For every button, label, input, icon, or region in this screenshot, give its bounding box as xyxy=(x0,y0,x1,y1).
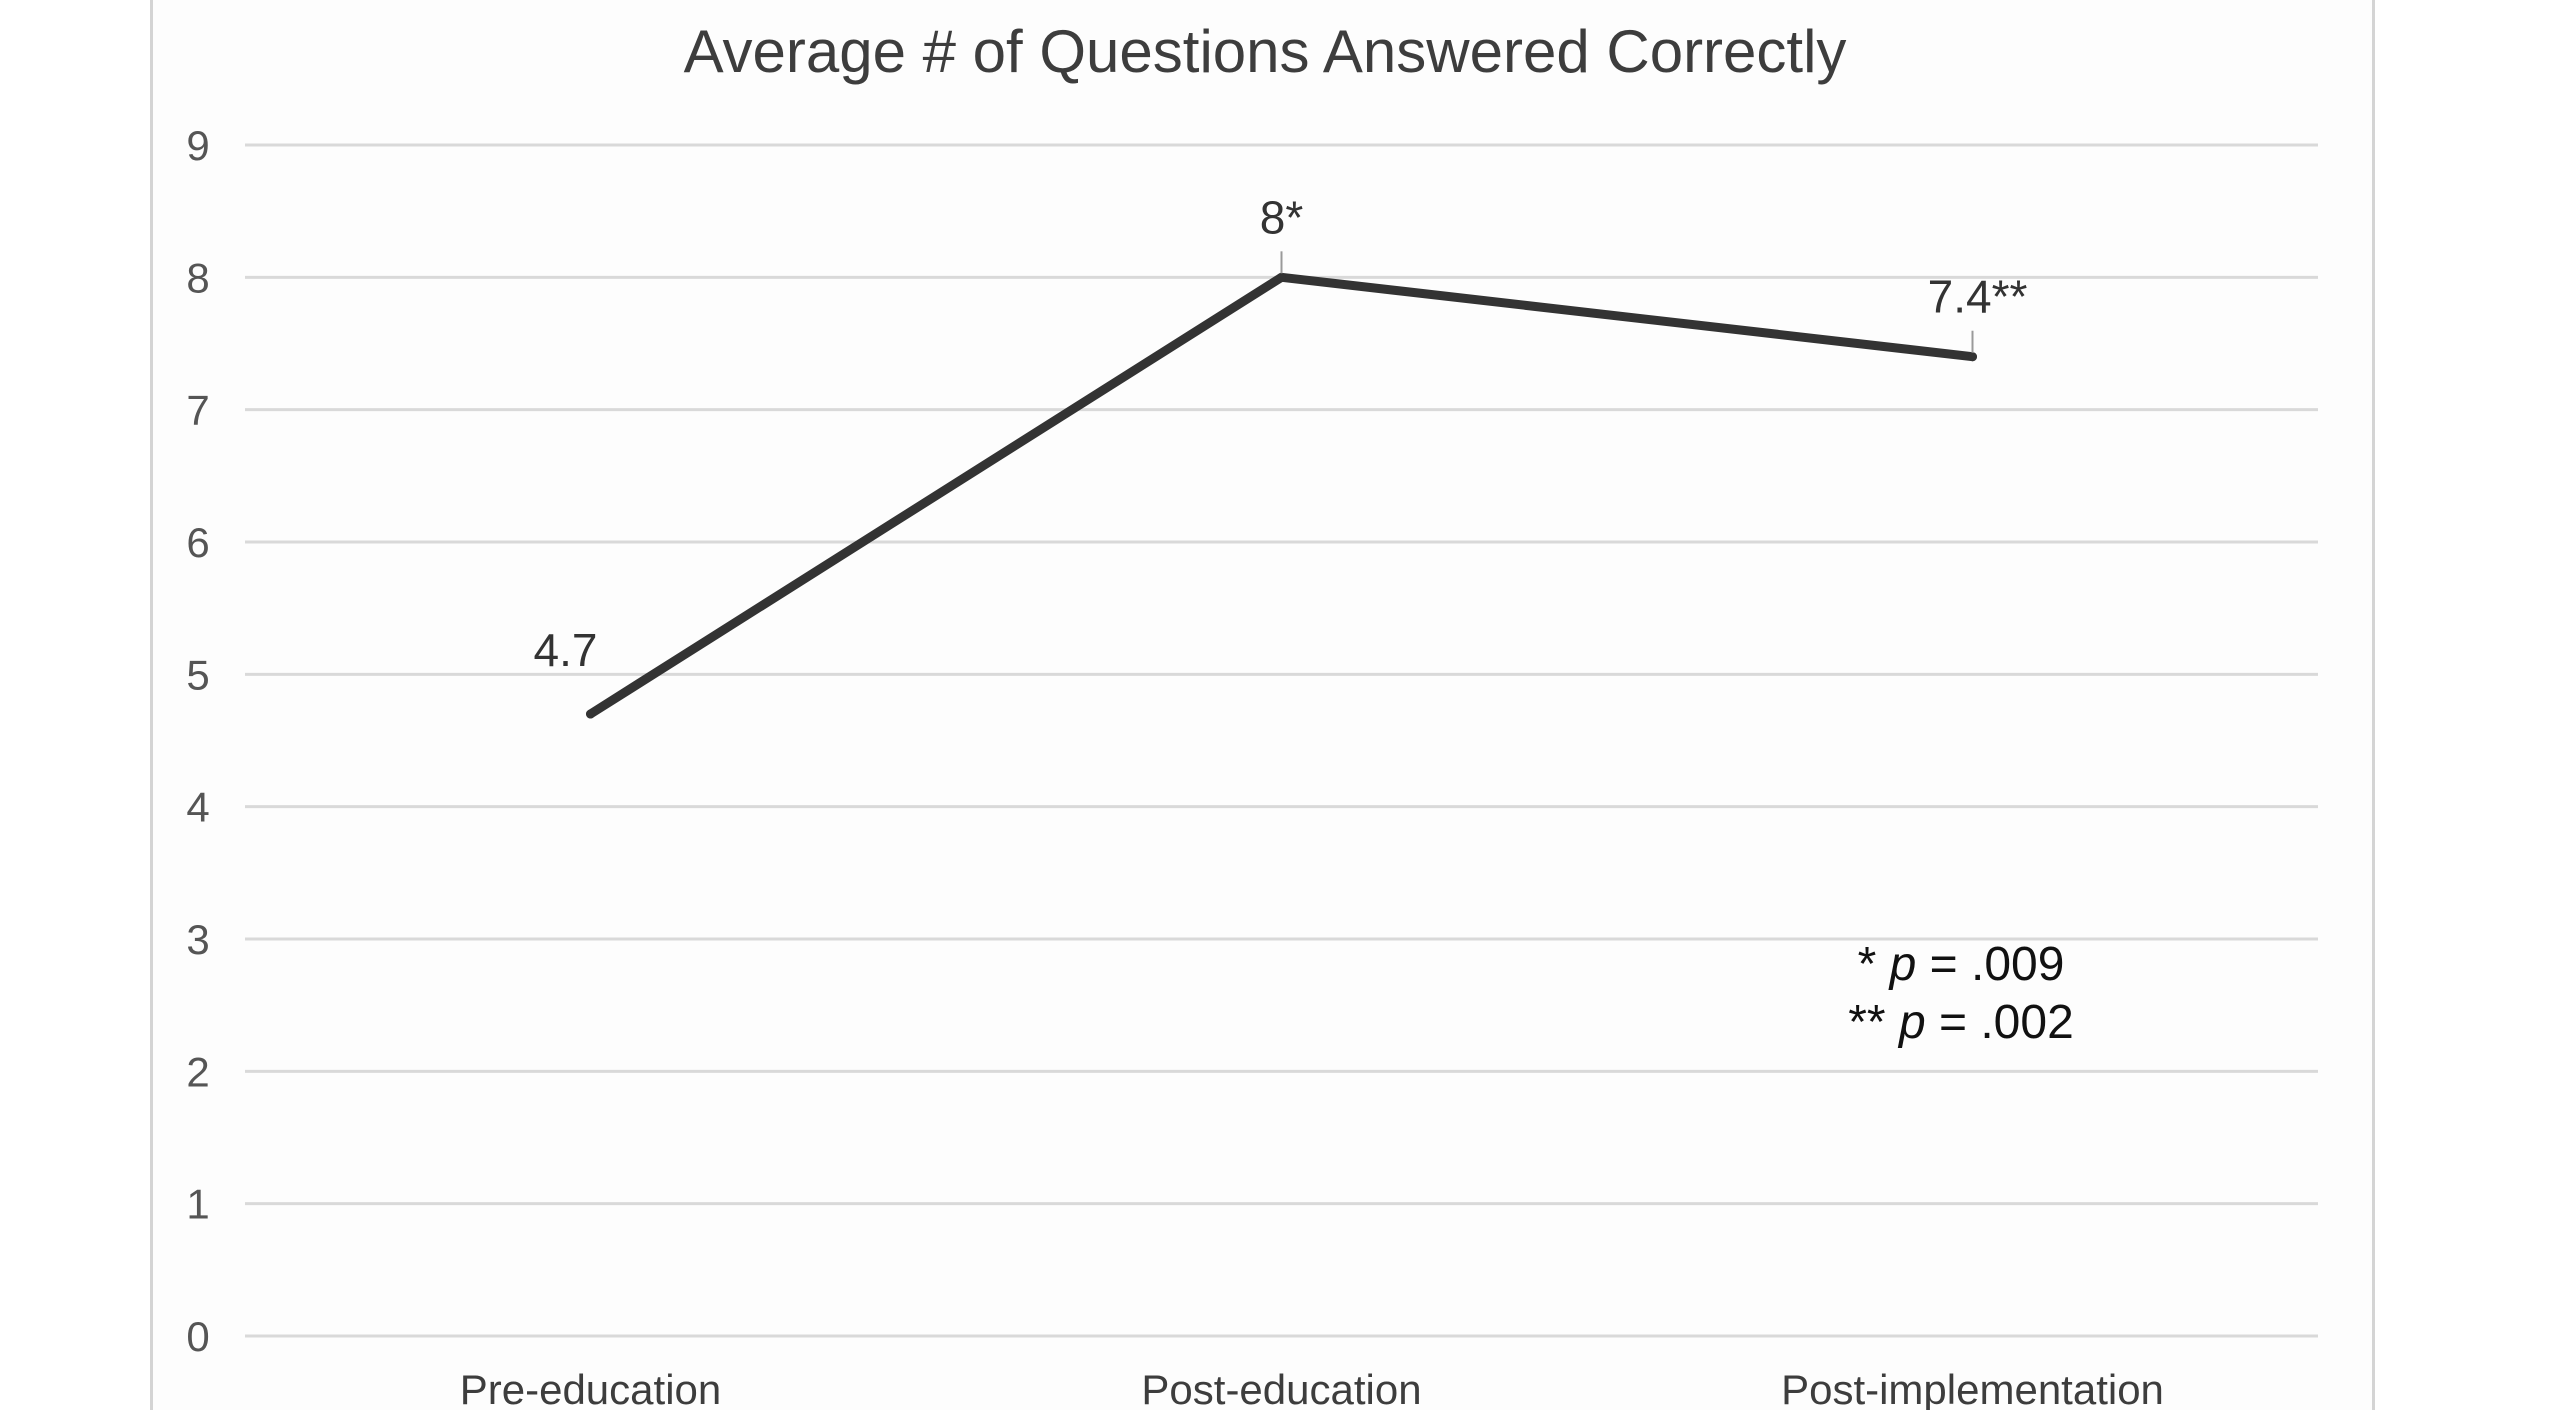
gridlines xyxy=(245,143,2318,1338)
x-category-label: Pre-education xyxy=(460,1366,722,1410)
y-tick-label: 5 xyxy=(186,651,209,698)
significance-note: * p = .009 xyxy=(1858,938,2065,991)
x-category-label: Post-education xyxy=(1141,1366,1421,1410)
chart-title: Average # of Questions Answered Correctl… xyxy=(684,18,1847,85)
x-axis-category-labels: Pre-education Post-education Post-implemen… xyxy=(460,1366,2164,1410)
line-chart: Average # of Questions Answered Correctl… xyxy=(186,18,2318,1410)
data-label: 4.7 xyxy=(534,624,598,676)
data-label: 8* xyxy=(1260,191,1304,243)
y-tick-label: 9 xyxy=(186,122,209,169)
data-point xyxy=(1277,272,1286,282)
y-tick-label: 1 xyxy=(186,1181,209,1228)
significance-note: ** p = .002 xyxy=(1848,996,2074,1049)
y-tick-label: 6 xyxy=(186,519,209,566)
note-value: = .002 xyxy=(1926,996,2074,1049)
y-tick-label: 2 xyxy=(186,1048,209,1095)
y-tick-label: 7 xyxy=(186,387,209,434)
y-tick-label: 0 xyxy=(186,1313,209,1360)
series-lines xyxy=(586,272,1977,719)
series-line xyxy=(586,272,1977,719)
data-point xyxy=(1968,352,1977,362)
y-tick-label: 8 xyxy=(186,254,209,301)
data-label: 7.4** xyxy=(1928,271,2028,323)
note-p-label: p xyxy=(1897,996,1926,1049)
y-axis-tick-labels: 0 1 2 3 4 5 6 7 8 9 xyxy=(186,122,209,1360)
data-labels: 4.7 8* 7.4** xyxy=(534,191,2028,676)
significance-notes: * p = .009** p = .002 xyxy=(1848,938,2074,1049)
note-p-label: p xyxy=(1888,938,1917,991)
x-category-label: Post-implementation xyxy=(1781,1366,2164,1410)
note-marker: ** xyxy=(1848,996,1899,1049)
y-tick-label: 3 xyxy=(186,916,209,963)
y-tick-label: 4 xyxy=(186,784,209,831)
note-marker: * xyxy=(1858,938,1890,991)
note-value: = .009 xyxy=(1916,938,2064,991)
data-point xyxy=(586,709,595,719)
chart-frame: Average # of Questions Answered Correctl… xyxy=(150,0,2375,1410)
